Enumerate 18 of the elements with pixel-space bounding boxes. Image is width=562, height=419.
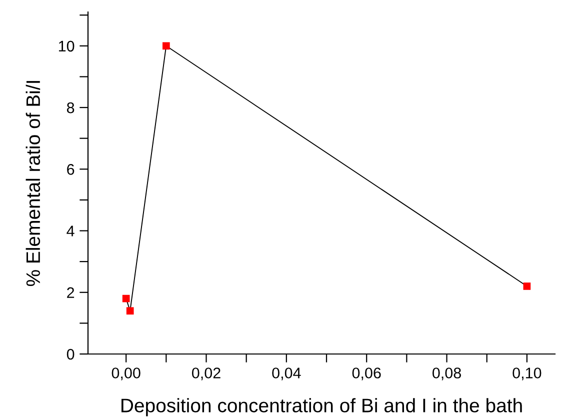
y-tick-label: 6 [67,164,74,175]
y-tick-label: 8 [66,102,74,114]
x-tick-label: 0,02 [192,368,220,380]
point [126,307,134,315]
x-tick-label: 0,00 [112,368,140,380]
y-axis-title: % Elemental ratio of Bi/I [26,81,40,286]
x-axis-title: Deposition concentration of Bi and I in the bath [122,398,522,416]
point [162,42,170,50]
point [523,282,531,290]
x-tick-label: 0,08 [432,368,461,380]
y-tick-label: 2 [67,287,74,298]
x-tick-label: 0,04 [272,368,301,380]
x-tick-label: 0,06 [352,368,381,380]
y-tick-label: 4 [66,226,74,236]
y-tick-label: 10 [58,40,74,52]
y-tick-label: 0 [66,348,74,360]
point [122,294,130,302]
x-tick-label: 0,10 [512,368,542,380]
